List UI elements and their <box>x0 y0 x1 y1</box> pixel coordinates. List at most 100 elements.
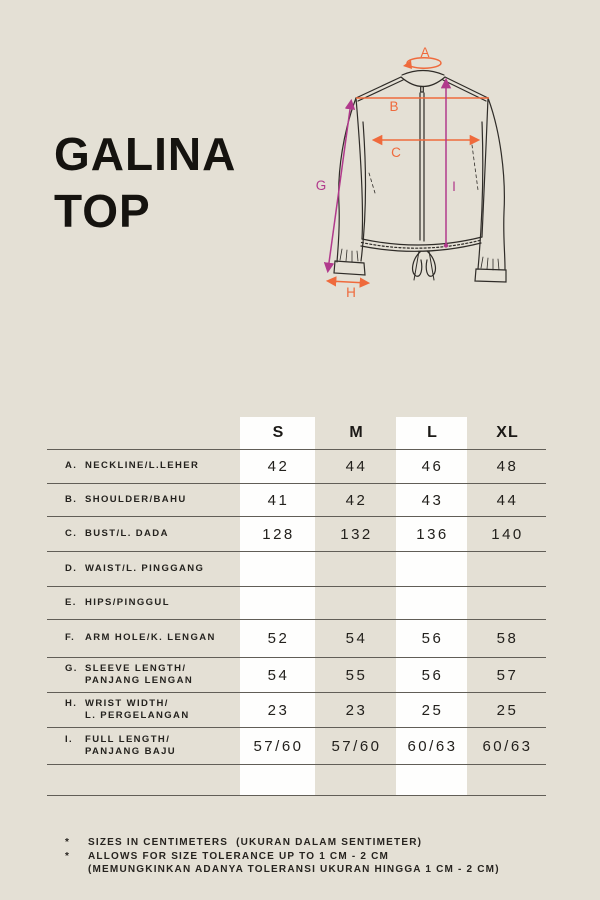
armhole-dash-right <box>471 144 479 191</box>
asterisk-bullet: * <box>65 837 71 848</box>
footnote-tolerance: * ALLOWS FOR SIZE TOLERANCE UP TO 1 CM -… <box>65 850 565 877</box>
row-letter: B. <box>65 493 78 505</box>
cell-xl: 44 <box>496 491 519 509</box>
column-header-xl: XL <box>496 424 519 441</box>
cell-l: 25 <box>421 701 444 719</box>
row-letter: I. <box>65 733 74 745</box>
footnote-line: SIZES IN CENTIMETERS (UKURAN DALAM SENTI… <box>88 837 423 848</box>
table-row-wrist-width: H. WRIST WIDTH/L. PERGELANGAN 23 23 25 2… <box>47 693 546 728</box>
cell-xl: 60/63 <box>482 737 533 755</box>
cell-xl: 140 <box>491 525 524 543</box>
row-label-line1: FULL LENGTH/ <box>85 733 171 745</box>
cell-m: 23 <box>345 701 368 719</box>
row-label-line1: SHOULDER/BAHU <box>85 493 187 505</box>
cell-xl: 58 <box>496 630 519 647</box>
table-row-waist: D. WAIST/L. PINGGANG <box>47 552 546 587</box>
footnote-line: ALLOWS FOR SIZE TOLERANCE UP TO 1 CM - 2… <box>88 850 390 862</box>
row-label-line1: WRIST WIDTH/ <box>85 697 169 709</box>
measure-label-g: G <box>316 178 327 193</box>
table-row-shoulder: B. SHOULDER/BAHU 41 42 43 44 <box>47 484 546 517</box>
front-placket <box>419 92 425 242</box>
cuff-left <box>333 260 366 276</box>
measure-i-endpoint <box>443 243 449 248</box>
cell-s: 54 <box>267 666 290 684</box>
column-highlight-l <box>396 417 467 796</box>
cell-s: 52 <box>267 630 290 647</box>
garment-outline <box>333 69 507 283</box>
drawstring-loop-left <box>411 250 423 277</box>
measure-label-h: H <box>346 285 356 300</box>
footnotes: * SIZES IN CENTIMETERS (UKURAN DALAM SEN… <box>65 836 565 877</box>
cell-xl: 48 <box>496 458 519 475</box>
row-label-line2: PANJANG LENGAN <box>85 675 194 686</box>
cell-m: 132 <box>340 525 373 543</box>
cell-l: 56 <box>421 630 444 647</box>
row-label-line1: NECKLINE/L.LEHER <box>85 460 200 472</box>
row-label-line1: HIPS/PINGGUL <box>85 596 170 608</box>
row-label: D. WAIST/L. PINGGANG <box>47 563 240 576</box>
drawstring-tails <box>413 250 435 281</box>
cell-l: 43 <box>421 491 444 509</box>
sleeve-right-outer <box>487 97 506 270</box>
row-label: A. NECKLINE/L.LEHER <box>47 460 240 473</box>
row-letter: A. <box>65 460 78 472</box>
collar-back <box>401 69 445 76</box>
cell-s: 128 <box>262 525 295 543</box>
neckline-front <box>400 76 446 88</box>
table-row-sleeve-length: G. SLEEVE LENGTH/PANJANG LENGAN 54 55 56… <box>47 658 546 693</box>
armhole-dash-left <box>368 172 376 194</box>
cell-m: 44 <box>345 458 368 475</box>
row-label: B. SHOULDER/BAHU <box>47 494 240 507</box>
table-row-hips: E. HIPS/PINGGUL <box>47 587 546 620</box>
page-title: GALINA TOP <box>54 128 235 237</box>
body-side-left <box>355 97 364 240</box>
cell-l: 56 <box>421 666 444 684</box>
measure-label-c: C <box>391 145 401 160</box>
sleeve-right-inner <box>477 121 484 270</box>
table-header-row: S M L XL <box>47 417 546 450</box>
column-header-m: M <box>349 424 364 441</box>
garment-diagram: A B C G H I <box>290 30 570 320</box>
table-row-bust: C. BUST/L. DADA 128 132 136 140 <box>47 517 546 552</box>
cell-l: 46 <box>421 458 444 475</box>
column-header-l: L <box>427 424 438 441</box>
cuff-right-gathers <box>480 256 500 271</box>
footnote-sizes-in-cm: * SIZES IN CENTIMETERS (UKURAN DALAM SEN… <box>65 836 565 850</box>
cell-xl: 57 <box>496 666 519 684</box>
row-label-line2: PANJANG BAJU <box>85 746 177 757</box>
row-label: E. HIPS/PINGGUL <box>47 597 240 610</box>
cuff-right <box>474 268 507 283</box>
row-letter: F. <box>65 632 76 644</box>
row-label-line2: L. PERGELANGAN <box>85 710 190 721</box>
row-letter: D. <box>65 562 78 574</box>
measurement-annotations: A B C G H I <box>316 45 489 300</box>
cell-xl: 25 <box>496 701 519 719</box>
measure-label-i: I <box>452 179 456 194</box>
cell-m: 54 <box>345 630 368 647</box>
table-row-neckline: A. NECKLINE/L.LEHER 42 44 46 48 <box>47 450 546 484</box>
cell-s: 23 <box>267 701 290 719</box>
drawstring-loop-right <box>425 250 437 277</box>
cell-s: 57/60 <box>253 737 304 755</box>
footnote-line: (MEMUNGKINKAN ADANYA TOLERANSI UKURAN HI… <box>88 864 500 875</box>
hem-stitching <box>360 239 483 249</box>
cell-m: 55 <box>345 666 368 684</box>
row-label-line1: SLEEVE LENGTH/ <box>85 662 187 674</box>
row-label-line1: ARM HOLE/K. LENGAN <box>85 632 216 644</box>
row-label: I. FULL LENGTH/PANJANG BAJU <box>47 734 240 759</box>
row-label: G. SLEEVE LENGTH/PANJANG LENGAN <box>47 663 240 688</box>
column-header-s: S <box>272 424 285 441</box>
row-letter: E. <box>65 596 77 608</box>
measure-g-arrow <box>323 98 356 274</box>
row-letter: C. <box>65 527 78 539</box>
cuff-left-gathers <box>339 248 359 263</box>
size-table: S M L XL A. NECKLINE/L.LEHER 42 44 46 48… <box>47 417 546 796</box>
cell-m: 42 <box>345 491 368 509</box>
sleeve-left-inner <box>360 121 367 262</box>
garment-sketch: A B C G H I <box>316 45 507 300</box>
cell-s: 42 <box>267 458 290 475</box>
cell-l: 136 <box>416 525 449 543</box>
asterisk-bullet: * <box>65 850 71 862</box>
cell-s: 41 <box>267 491 290 509</box>
row-label: H. WRIST WIDTH/L. PERGELANGAN <box>47 698 240 723</box>
